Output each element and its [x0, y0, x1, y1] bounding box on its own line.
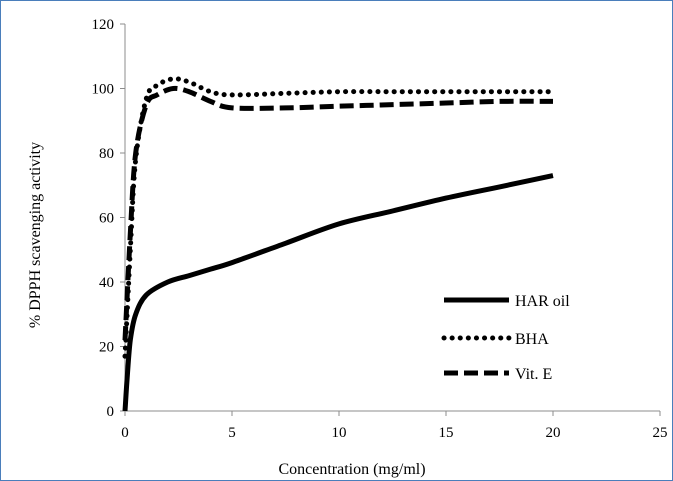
y-tick-label: 80 — [99, 146, 114, 162]
legend-label-har-oil: HAR oil — [515, 293, 570, 310]
y-tick-label: 120 — [92, 17, 115, 33]
x-tick-label: 5 — [228, 425, 236, 441]
x-tick-label: 20 — [546, 425, 561, 441]
series-line-bha — [122, 76, 556, 359]
legend-item-har-oil: HAR oil — [444, 293, 570, 310]
legend-label-vit-e: Vit. E — [515, 366, 552, 383]
series-line-har-oil — [122, 173, 554, 412]
x-axis-title: Concentration (mg/ml) — [278, 461, 425, 478]
legend-item-bha: BHA — [441, 331, 549, 348]
y-tick-label: 60 — [99, 211, 114, 227]
y-tick-label: 0 — [107, 404, 115, 420]
x-tick-label: 10 — [332, 425, 347, 441]
legend: HAR oil BHA Vit. E — [441, 293, 570, 383]
plot-area: 0 20 40 60 80 100 120 0 5 10 15 20 25 — [92, 17, 668, 441]
y-axis-title: % DPPH scavenging activity — [27, 142, 44, 328]
x-tick-label: 25 — [653, 425, 668, 441]
y-tick-label: 40 — [99, 275, 114, 291]
y-tick-label: 100 — [92, 82, 115, 98]
series-line-vit-e — [122, 85, 554, 341]
legend-item-vit-e: Vit. E — [444, 366, 552, 383]
x-tick-label: 15 — [439, 425, 454, 441]
legend-label-bha: BHA — [515, 331, 549, 348]
x-tick-label: 0 — [121, 425, 129, 441]
y-tick-label: 20 — [99, 340, 114, 356]
